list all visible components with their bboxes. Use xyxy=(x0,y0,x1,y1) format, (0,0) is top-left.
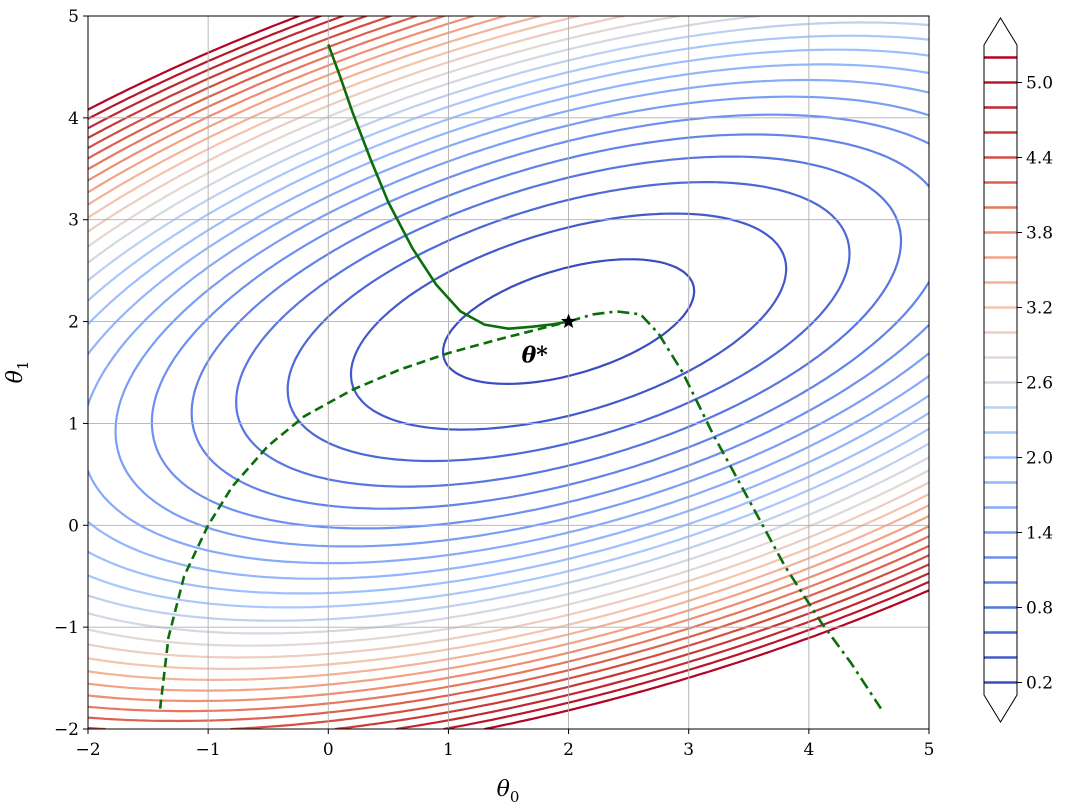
colorbar-tick-label: 3.8 xyxy=(1026,224,1053,244)
contour-line xyxy=(88,16,929,692)
y-tick-label: 1 xyxy=(68,414,79,434)
contour-line xyxy=(88,34,929,609)
contour-line xyxy=(88,16,929,713)
y-tick-label: −2 xyxy=(54,720,79,740)
x-tick-label: 4 xyxy=(803,740,814,760)
contour-line xyxy=(88,16,929,729)
x-tick-label: −2 xyxy=(75,740,100,760)
contour-line xyxy=(114,95,929,548)
contour-line xyxy=(88,16,929,729)
contour-line xyxy=(88,16,929,729)
plot-frame xyxy=(87,15,930,730)
path-dashdot xyxy=(568,310,882,710)
contour-line xyxy=(349,212,788,431)
x-tick-label: 3 xyxy=(683,740,694,760)
colorbar-tick-label: 0.2 xyxy=(1026,674,1053,694)
contour-line xyxy=(88,16,929,647)
contour-line xyxy=(88,16,929,635)
y-axis-label: θ1 xyxy=(3,361,32,384)
x-tick-label: 1 xyxy=(443,740,454,760)
x-axis-ticks: −2 −1 0 1 2 3 4 5 xyxy=(75,729,934,760)
minimum-label: θ* xyxy=(522,343,549,369)
contour-line xyxy=(441,258,696,385)
colorbar-tick-label: 3.2 xyxy=(1026,299,1053,319)
colorbar-tick-label: 0.8 xyxy=(1026,599,1053,619)
x-tick-label: −1 xyxy=(196,740,221,760)
x-tick-label: 0 xyxy=(323,740,334,760)
colorbar-tick-label: 5.0 xyxy=(1026,74,1053,94)
colorbar-tick-label: 2.6 xyxy=(1026,374,1053,394)
contour-line xyxy=(88,16,929,659)
optimization-paths xyxy=(158,44,882,710)
path-solid xyxy=(327,44,569,331)
x-axis-label: θ0 xyxy=(497,777,520,806)
colorbar-tick-label: 4.4 xyxy=(1026,149,1053,169)
contour-line xyxy=(88,48,929,595)
contour-line xyxy=(88,16,929,670)
colorbar-tick-label: 1.4 xyxy=(1026,524,1053,544)
grid-lines xyxy=(87,15,930,730)
contour-line xyxy=(88,16,929,729)
contour-line xyxy=(235,155,903,488)
y-tick-label: −1 xyxy=(54,618,79,638)
y-tick-label: 5 xyxy=(68,7,79,27)
colorbar: 0.2 0.8 1.4 2.0 2.6 3.2 3.8 4.4 5.0 xyxy=(983,17,1053,723)
y-tick-label: 4 xyxy=(68,109,79,129)
minimum-marker-group: θ* xyxy=(522,313,577,369)
x-tick-label: 2 xyxy=(563,740,574,760)
colorbar-outline xyxy=(983,17,1018,723)
contour-line xyxy=(88,16,929,681)
contour-line xyxy=(88,16,929,729)
contour-line xyxy=(88,21,929,622)
contour-line xyxy=(88,78,929,565)
minimum-star-marker xyxy=(561,313,577,328)
contour-line xyxy=(88,63,929,580)
y-tick-label: 0 xyxy=(68,516,79,536)
y-tick-label: 3 xyxy=(68,211,79,231)
contour-line xyxy=(150,113,929,530)
x-tick-label: 5 xyxy=(924,740,935,760)
path-dashed xyxy=(158,320,569,709)
y-axis-ticks: −2 −1 0 1 2 3 4 5 xyxy=(54,7,88,740)
contour-line xyxy=(286,181,851,463)
colorbar-tick-label: 2.0 xyxy=(1026,449,1053,469)
contour-line xyxy=(88,16,929,703)
y-tick-label: 2 xyxy=(68,313,79,333)
contour-lines xyxy=(88,16,929,729)
contour-line xyxy=(88,16,929,723)
